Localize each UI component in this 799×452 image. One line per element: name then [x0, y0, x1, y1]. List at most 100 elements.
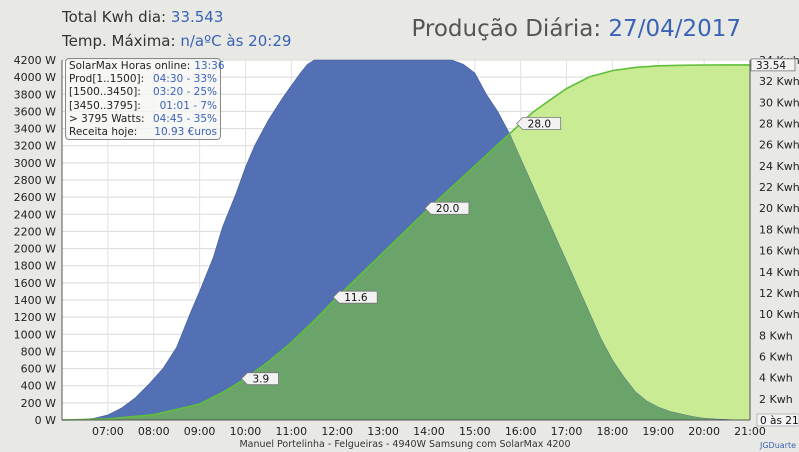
x-tick-label: 19:00 — [642, 425, 674, 438]
y-right-tick-label: 32 Kwh — [759, 75, 799, 88]
x-tick-label: 12:00 — [321, 425, 353, 438]
y-left-tick-label: 2400 W — [14, 208, 56, 221]
annotation-label: 28.0 — [528, 119, 551, 131]
y-right-tick-label: 16 Kwh — [759, 245, 799, 258]
annotation-callout: 20.0 — [424, 201, 470, 215]
y-left-tick-label: 1200 W — [14, 311, 56, 324]
x-tick-label: 10:00 — [230, 425, 262, 438]
y-right-tick-label: 22 Kwh — [759, 181, 799, 194]
annotations: 3.9 11.6 20.0 28.0 33.54 0 às 21 — [240, 58, 799, 427]
stats-title-label: SolarMax Horas online: — [69, 60, 191, 72]
y-left-tick-label: 0 W — [35, 414, 56, 427]
y-left-tick-label: 2200 W — [14, 225, 56, 238]
y-left-tick-label: 800 W — [21, 345, 56, 358]
stats-box: SolarMax Horas online: 13:36 Prod[1..150… — [65, 58, 225, 140]
max-temp-line: Temp. Máxima: n/aºC às 20:29 — [62, 32, 291, 50]
x-tick-label: 16:00 — [505, 425, 537, 438]
y-right-tick-label: 30 Kwh — [759, 96, 799, 109]
y-right-tick-label: 2 Kwh — [759, 393, 793, 406]
energy-line — [61, 64, 750, 421]
stats-row-label: Prod[1..1500]: — [69, 73, 145, 86]
x-tick-label: 15:00 — [459, 425, 491, 438]
stats-row: Prod[1..1500]: 04:30 - 33% — [69, 73, 217, 86]
annotation-label: 3.9 — [252, 374, 269, 386]
y-left-tick-label: 4000 W — [14, 71, 56, 84]
x-tick-label: 14:00 — [413, 425, 445, 438]
y-left-tick-label: 3800 W — [14, 88, 56, 101]
end-time-box — [756, 413, 799, 427]
y-right-tick-label: 10 Kwh — [759, 308, 799, 321]
total-kwh-label: Total Kwh dia: — [62, 8, 167, 26]
x-tick-label: 07:00 — [92, 425, 124, 438]
stats-row: > 3795 Watts: 04:45 - 35% — [69, 113, 217, 126]
max-temp-value: n/aºC às 20:29 — [180, 32, 292, 50]
annotation-box — [516, 117, 562, 130]
stats-row: [1500..3450]: 03:20 - 25% — [69, 86, 217, 99]
footer-credit: JGDuarte — [759, 441, 796, 450]
final-total-callout: 33.54 — [750, 58, 796, 72]
chart-title-label: Produção Diária: — [411, 16, 602, 42]
y-right-tick-label: 24 Kwh — [759, 160, 799, 173]
x-tick-label: 11:00 — [275, 425, 307, 438]
y-left-tick-label: 200 W — [21, 397, 56, 410]
stats-title-row: SolarMax Horas online: 13:36 — [69, 60, 225, 73]
final-total-label: 33.54 — [756, 60, 786, 72]
x-tick-label: 18:00 — [597, 425, 629, 438]
annotation-callout: 28.0 — [516, 117, 562, 131]
series-layer — [61, 59, 750, 421]
max-temp-label: Temp. Máxima: — [62, 32, 176, 50]
annotation-label: 20.0 — [436, 203, 459, 215]
annotation-box — [332, 290, 378, 304]
y-left-tick-label: 2600 W — [14, 191, 56, 204]
y-right-tick-label: 18 Kwh — [759, 223, 799, 236]
y-right-tick-label: 28 Kwh — [759, 118, 799, 131]
x-tick-label: 13:00 — [367, 425, 399, 438]
y-right-tick-label: 14 Kwh — [759, 266, 799, 279]
y-right-tick-label: 8 Kwh — [759, 329, 793, 342]
annotation-callout: 11.6 — [332, 290, 378, 304]
x-tick-label: 08:00 — [138, 425, 170, 438]
y-left-tick-label: 3400 W — [14, 123, 56, 136]
y-right-tick-label: 4 Kwh — [759, 372, 793, 385]
y-left-tick-label: 1000 W — [14, 328, 56, 341]
stats-title-value: 13:36 — [194, 60, 225, 72]
y-left-tick-label: 1400 W — [14, 294, 56, 307]
y-right-tick-label: 12 Kwh — [759, 287, 799, 300]
y-left-tick-label: 3600 W — [14, 105, 56, 118]
y-left-tick-label: 3200 W — [14, 140, 56, 153]
stats-row-value: 04:30 - 33% — [152, 73, 217, 86]
stats-row-label: [1500..3450]: — [69, 86, 141, 99]
y-left-tick-label: 1800 W — [14, 260, 56, 273]
end-time-callout: 0 às 21 — [756, 413, 799, 427]
stats-row: [3450..3795]: 01:01 - 7% — [69, 100, 217, 113]
axes: 0 W 200 W 400 W 600 W 800 W 1000 W 1200 W 1400 … — [14, 54, 799, 438]
overlap-area — [75, 134, 739, 420]
y-left-tick-label: 600 W — [21, 363, 56, 376]
stats-row-label: > 3795 Watts: — [69, 112, 145, 125]
stats-row-label: [3450..3795]: — [69, 99, 141, 112]
y-right-tick-label: 20 Kwh — [759, 202, 799, 215]
annotation-label: 11.6 — [344, 292, 368, 304]
stats-row-value: 10.93 €uros — [154, 126, 217, 139]
footer-caption: Manuel Portelinha - Felgueiras - 4940W S… — [239, 439, 570, 450]
x-tick-label: 20:00 — [688, 425, 720, 438]
y-left-tick-label: 1600 W — [14, 277, 56, 290]
y-left-tick-label: 400 W — [21, 380, 56, 393]
stats-row-value: 04:45 - 35% — [152, 112, 217, 125]
annotation-box — [240, 372, 279, 386]
y-left-tick-label: 4200 W — [14, 54, 56, 67]
stats-row-value: 01:01 - 7% — [159, 99, 217, 112]
y-left-tick-label: 2000 W — [14, 243, 56, 256]
y-left-tick-label: 3000 W — [14, 157, 56, 170]
end-time-label: 0 às 21 — [760, 415, 799, 427]
total-kwh-line: Total Kwh dia: 33.543 — [62, 8, 223, 26]
final-total-box — [750, 58, 796, 72]
chart-title: Produção Diária: 27/04/2017 — [411, 16, 741, 42]
y-right-tick-label: 6 Kwh — [759, 350, 793, 363]
stats-row-label: Receita hoje: — [69, 126, 138, 139]
annotation-box — [424, 201, 470, 215]
total-kwh-value: 33.543 — [170, 8, 224, 26]
chart-title-date: 27/04/2017 — [608, 16, 741, 42]
stats-row-value: 03:20 - 25% — [152, 86, 217, 99]
stats-row: Receita hoje: 10.93 €uros — [69, 126, 217, 139]
